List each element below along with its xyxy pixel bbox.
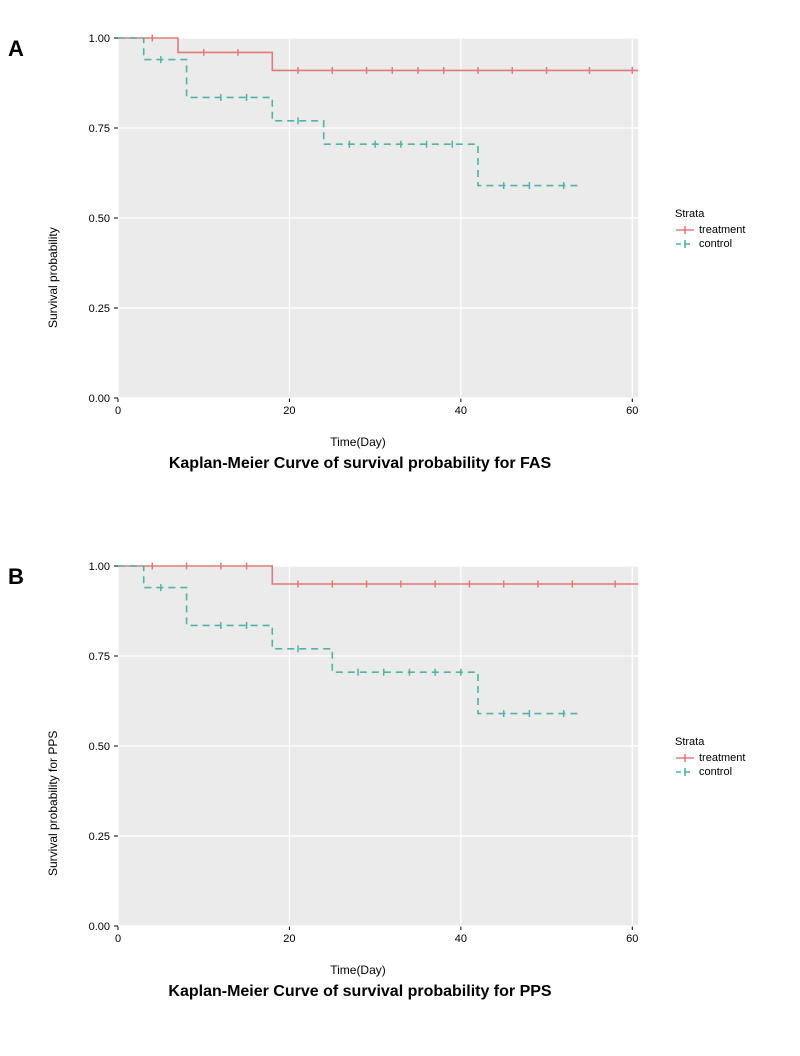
panel-label-b: B <box>8 564 24 590</box>
panel-label-a: A <box>8 36 24 62</box>
legend-label: treatment <box>699 224 745 236</box>
ylabel-a: Survival probability <box>46 227 60 328</box>
legend-item: control <box>675 766 745 778</box>
legend-label: treatment <box>699 752 745 764</box>
svg-text:1.00: 1.00 <box>89 33 110 45</box>
svg-text:0: 0 <box>115 405 121 417</box>
legend-title-b: Strata <box>675 736 745 748</box>
legend-item: control <box>675 238 745 250</box>
plot-b-svg: 0 20 40 60 0.00 0.25 0.50 0.75 1.00 <box>78 556 638 956</box>
svg-text:1.00: 1.00 <box>89 561 110 573</box>
svg-text:0.75: 0.75 <box>89 651 110 663</box>
caption-b: Kaplan-Meier Curve of survival probabili… <box>40 983 680 1001</box>
panel-a: A Survival probability 0 20 40 60 0.00 0.25 0.… <box>0 28 800 528</box>
km-figure: A Survival probability 0 20 40 60 0.00 0.25 0.… <box>0 28 800 1056</box>
legend-mark-icon <box>675 766 695 778</box>
svg-text:0: 0 <box>115 933 121 945</box>
xlabel-b: Time(Day) <box>78 963 638 977</box>
legend-label: control <box>699 766 732 778</box>
svg-text:0.00: 0.00 <box>89 393 110 405</box>
legend-label: control <box>699 238 732 250</box>
svg-text:60: 60 <box>626 405 638 417</box>
legend-item: treatment <box>675 752 745 764</box>
legend-mark-icon <box>675 238 695 250</box>
legend-item: treatment <box>675 224 745 236</box>
xlabel-a: Time(Day) <box>78 435 638 449</box>
legend-a: Strata treatment control <box>675 208 745 252</box>
legend-mark-icon <box>675 752 695 764</box>
legend-mark-icon <box>675 224 695 236</box>
svg-text:0.25: 0.25 <box>89 831 110 843</box>
svg-text:0.50: 0.50 <box>89 741 110 753</box>
caption-a: Kaplan-Meier Curve of survival probabili… <box>40 455 680 473</box>
svg-text:20: 20 <box>283 933 295 945</box>
svg-text:20: 20 <box>283 405 295 417</box>
legend-title-a: Strata <box>675 208 745 220</box>
svg-text:0.25: 0.25 <box>89 303 110 315</box>
svg-text:0.00: 0.00 <box>89 921 110 933</box>
svg-text:0.50: 0.50 <box>89 213 110 225</box>
panel-b: B Survival probability for PPS 0 20 40 60 0.… <box>0 556 800 1056</box>
svg-text:40: 40 <box>455 405 467 417</box>
legend-b: Strata treatment control <box>675 736 745 780</box>
svg-text:0.75: 0.75 <box>89 123 110 135</box>
ylabel-b: Survival probability for PPS <box>46 731 60 876</box>
svg-text:60: 60 <box>626 933 638 945</box>
svg-text:40: 40 <box>455 933 467 945</box>
plot-a-svg: 0 20 40 60 0.00 0.25 0.50 0.75 1.00 <box>78 28 638 428</box>
